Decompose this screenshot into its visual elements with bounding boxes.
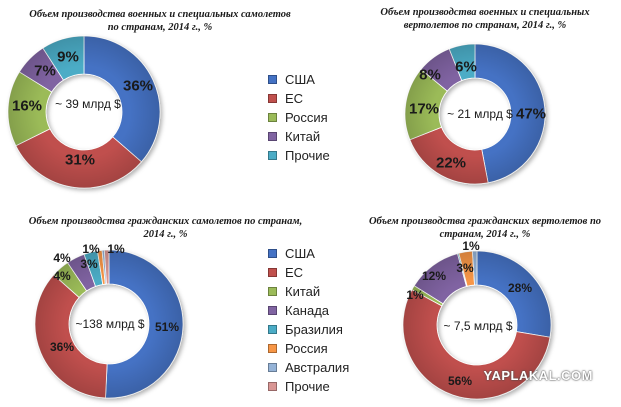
donut-bevel bbox=[402, 251, 551, 399]
legend-swatch bbox=[268, 132, 277, 141]
data-label: 12% bbox=[422, 269, 446, 283]
legend-item: США bbox=[268, 70, 330, 89]
data-label: 31% bbox=[65, 152, 95, 169]
legend-swatch bbox=[268, 287, 277, 296]
legend-item: Россия bbox=[268, 339, 349, 358]
title-line: вертолетов по странам, 2014 г., % bbox=[403, 20, 567, 31]
title-line: Объем производства гражданских вертолето… bbox=[368, 216, 602, 227]
donut-bevel bbox=[7, 36, 160, 189]
title-line: Объем производства гражданских самолетов… bbox=[28, 216, 303, 227]
legend-swatch bbox=[268, 113, 277, 122]
legend-label: Китай bbox=[285, 284, 321, 299]
legend-bottom: США ЕС Китай Канада Бразилия Россия Австралия П… bbox=[268, 244, 349, 396]
center-total-label: ~ 39 млрд $ bbox=[55, 97, 121, 111]
data-label: 1% bbox=[82, 242, 100, 256]
center-total-label: ~ 21 млрд $ bbox=[447, 107, 513, 121]
legend-label: Россия bbox=[285, 110, 328, 125]
legend-swatch bbox=[268, 151, 277, 160]
chart-title-military-aircraft: Объем производства военных и специальных… bbox=[10, 8, 310, 34]
data-label: 28% bbox=[508, 281, 532, 295]
legend-item: Прочие bbox=[268, 146, 330, 165]
legend-swatch bbox=[268, 325, 277, 334]
legend-label: ЕС bbox=[285, 91, 304, 106]
title-line: по странам, 2014 г., % bbox=[107, 22, 213, 33]
data-label: 7% bbox=[34, 63, 56, 80]
legend-label: Бразилия bbox=[285, 322, 343, 337]
data-label: 3% bbox=[456, 261, 474, 275]
legend-label: Прочие bbox=[285, 148, 330, 163]
legend-swatch bbox=[268, 249, 277, 258]
legend-label: ЕС bbox=[285, 265, 304, 280]
legend-swatch bbox=[268, 363, 277, 372]
legend-item: Китай bbox=[268, 282, 349, 301]
legend-swatch bbox=[268, 382, 277, 391]
data-label: 3% bbox=[80, 257, 98, 271]
data-label: 56% bbox=[448, 374, 472, 388]
data-label: 51% bbox=[155, 320, 179, 334]
title-line: странам, 2014 г., % bbox=[439, 229, 531, 240]
data-label: 47% bbox=[516, 106, 546, 123]
legend-swatch bbox=[268, 94, 277, 103]
legend-swatch bbox=[268, 306, 277, 315]
chart-title-civil-helicopters: Объем производства гражданских вертолето… bbox=[355, 215, 615, 241]
data-label: 9% bbox=[57, 49, 79, 66]
legend-item: ЕС bbox=[268, 89, 330, 108]
legend-item: Китай bbox=[268, 127, 330, 146]
legend-label: США bbox=[285, 72, 315, 87]
legend-swatch bbox=[268, 344, 277, 353]
data-label: 36% bbox=[123, 78, 153, 95]
watermark: YAPLAKAL.COM bbox=[483, 368, 593, 383]
legend-item: Бразилия bbox=[268, 320, 349, 339]
legend-label: США bbox=[285, 246, 315, 261]
center-total-label: ~ 7,5 млрд $ bbox=[443, 319, 512, 333]
legend-top: США ЕС Россия Китай Прочие bbox=[268, 70, 330, 165]
data-label: 8% bbox=[419, 67, 441, 84]
legend-item: Австралия bbox=[268, 358, 349, 377]
data-label: 17% bbox=[409, 101, 439, 118]
legend-item: Прочие bbox=[268, 377, 349, 396]
title-line: Объем производства военных и специальных bbox=[380, 7, 590, 18]
data-label: 1% bbox=[462, 239, 480, 253]
legend-swatch bbox=[268, 75, 277, 84]
chart-title-civil-aircraft: Объем производства гражданских самолетов… bbox=[8, 215, 323, 241]
data-label: 1% bbox=[107, 242, 125, 256]
data-label: 22% bbox=[436, 155, 466, 172]
donut-bevel bbox=[34, 250, 183, 399]
data-label: 6% bbox=[455, 59, 477, 76]
data-label: 4% bbox=[53, 269, 71, 283]
title-line: 2014 г., % bbox=[143, 229, 188, 240]
donut-bevel bbox=[405, 44, 546, 185]
legend-item: Канада bbox=[268, 301, 349, 320]
title-line: Объем производства военных и специальных… bbox=[29, 9, 291, 20]
chart-title-military-helicopters: Объем производства военных и специальных… bbox=[360, 6, 610, 32]
data-label: 36% bbox=[50, 340, 74, 354]
data-label: 16% bbox=[12, 98, 42, 115]
data-label: 4% bbox=[53, 251, 71, 265]
legend-label: Канада bbox=[285, 303, 330, 318]
legend-item: США bbox=[268, 244, 349, 263]
legend-item: ЕС bbox=[268, 263, 349, 282]
legend-label: Австралия bbox=[285, 360, 350, 375]
legend-label: Россия bbox=[285, 341, 328, 356]
legend-label: Китай bbox=[285, 129, 321, 144]
legend-item: Россия bbox=[268, 108, 330, 127]
legend-label: Прочие bbox=[285, 379, 330, 394]
legend-swatch bbox=[268, 268, 277, 277]
data-label: 1% bbox=[406, 288, 424, 302]
center-total-label: ~138 млрд $ bbox=[75, 317, 144, 331]
